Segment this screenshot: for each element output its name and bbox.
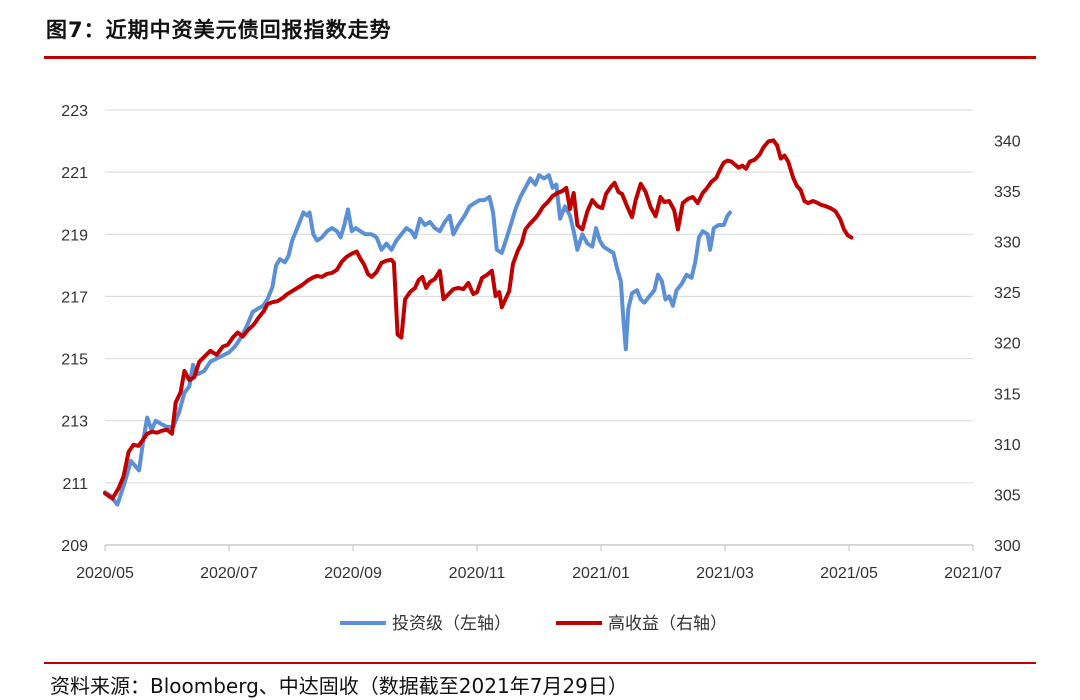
legend-label: 投资级（左轴）	[392, 614, 511, 634]
x-tick-label: 2020/11	[449, 565, 506, 582]
x-tick-label: 2021/03	[696, 565, 754, 582]
right-tick-label: 300	[994, 538, 1021, 555]
left-tick-label: 209	[61, 538, 88, 555]
right-axis-ticks: 300 305 310 315 320 325 330 335 340	[994, 133, 1021, 555]
left-tick-label: 215	[61, 352, 88, 369]
footer-divider	[44, 662, 1036, 664]
legend-label: 高收益（右轴）	[608, 614, 727, 634]
right-tick-label: 310	[994, 437, 1021, 454]
left-tick-label: 211	[62, 476, 88, 493]
x-tick-label: 2021/01	[572, 565, 630, 582]
grid-lines	[105, 109, 973, 484]
right-tick-label: 315	[994, 386, 1021, 403]
right-tick-label: 330	[994, 235, 1021, 252]
source-note: 资料来源：Bloomberg、中达固收（数据截至2021年7月29日）	[50, 674, 628, 698]
x-axis-ticks: 2020/05 2020/07 2020/09 2020/11 2021/01 2021/…	[76, 545, 1002, 582]
x-tick-label: 2021/07	[944, 565, 1002, 582]
title-divider	[44, 56, 1036, 59]
chart-title: 图7：近期中资美元债回报指数走势	[46, 18, 392, 42]
right-tick-label: 325	[994, 285, 1021, 302]
left-tick-label: 219	[61, 227, 88, 244]
left-tick-label: 221	[61, 165, 88, 182]
x-tick-label: 2020/09	[324, 565, 382, 582]
right-tick-label: 305	[994, 487, 1021, 504]
left-tick-label: 213	[61, 414, 88, 431]
right-tick-label: 340	[994, 133, 1021, 150]
x-tick-label: 2021/05	[820, 565, 878, 582]
legend: 投资级（左轴） 高收益（右轴）	[340, 614, 727, 634]
right-tick-label: 320	[994, 336, 1021, 353]
x-tick-label: 2020/07	[200, 565, 258, 582]
left-tick-label: 223	[61, 103, 88, 120]
line-chart: 209 211 213 215 217 219 221 223 300 305 310 315 320…	[61, 103, 1021, 634]
left-tick-label: 217	[61, 289, 88, 306]
left-axis-ticks: 209 211 213 215 217 219 221 223	[61, 103, 88, 555]
right-tick-label: 335	[994, 184, 1021, 201]
series-lines	[103, 138, 854, 507]
series-line	[103, 173, 732, 507]
x-tick-label: 2020/05	[76, 565, 134, 582]
series-line	[103, 138, 854, 501]
